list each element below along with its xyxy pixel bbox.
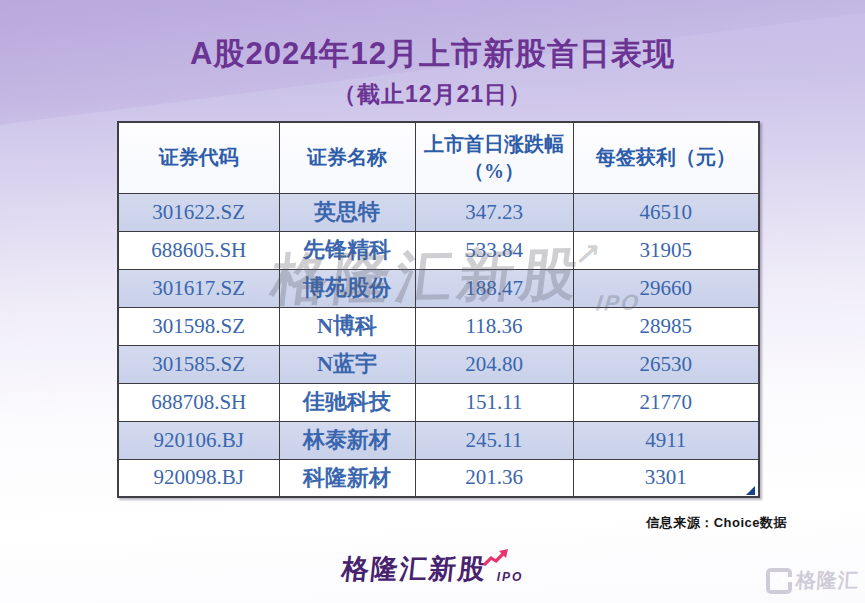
cell-change: 245.11 [415, 421, 573, 459]
cell-name: 博苑股份 [279, 269, 415, 307]
cell-name: 先锋精科 [279, 231, 415, 269]
cell-code: 688605.SH [118, 231, 279, 269]
table-row: 688605.SH 先锋精科 533.84 31905 [118, 231, 759, 269]
page-subtitle: （截止12月21日） [0, 79, 865, 110]
col-header-profit: 每签获利（元） [573, 122, 759, 193]
col-header-code: 证券代码 [118, 122, 279, 193]
cell-profit: 46510 [573, 193, 759, 231]
cell-change: 188.47 [415, 269, 573, 307]
table-row: 920106.BJ 林泰新材 245.11 4911 [118, 421, 759, 459]
cell-comment-marker [746, 486, 755, 495]
cell-change: 204.80 [415, 345, 573, 383]
table-row: 920098.BJ 科隆新材 201.36 3301 [118, 459, 759, 497]
cell-change: 347.23 [415, 193, 573, 231]
col-header-name: 证券名称 [279, 122, 415, 193]
brand-logo-text: 格隆汇新股 [340, 551, 489, 587]
table-header-row: 证券代码 证券名称 上市首日涨跌幅（%） 每签获利（元） [118, 122, 759, 193]
cell-name: 科隆新材 [279, 459, 415, 497]
cell-profit: 29660 [573, 269, 759, 307]
gelonghui-brand-logo: 格隆汇新股 IPO [0, 551, 865, 587]
header: A股2024年12月上市新股首日表现 （截止12月21日） [0, 33, 865, 110]
data-source-note: 信息来源：Choice数据 [646, 514, 787, 532]
ipo-table: 证券代码 证券名称 上市首日涨跌幅（%） 每签获利（元） 301622.SZ 英… [117, 121, 758, 498]
cell-profit: 4911 [573, 421, 759, 459]
table-row: 301622.SZ 英思特 347.23 46510 [118, 193, 759, 231]
cell-code: 920106.BJ [118, 421, 279, 459]
table-row: 301585.SZ N蓝宇 204.80 26530 [118, 345, 759, 383]
ipo-performance-table: 证券代码 证券名称 上市首日涨跌幅（%） 每签获利（元） 301622.SZ 英… [117, 121, 760, 498]
cell-change: 151.11 [415, 383, 573, 421]
cell-code: 301585.SZ [118, 345, 279, 383]
cell-profit: 28985 [573, 307, 759, 345]
col-header-change: 上市首日涨跌幅（%） [415, 122, 573, 193]
cell-change: 533.84 [415, 231, 573, 269]
cell-profit: 21770 [573, 383, 759, 421]
cell-name: N蓝宇 [279, 345, 415, 383]
gelonghui-corner-logo: 格隆汇 [766, 567, 859, 594]
table-row: 301617.SZ 博苑股份 188.47 29660 [118, 269, 759, 307]
cell-profit: 3301 [573, 459, 759, 497]
cell-profit: 31905 [573, 231, 759, 269]
table-row: 301598.SZ N博科 118.36 28985 [118, 307, 759, 345]
cell-name: 英思特 [279, 193, 415, 231]
cell-name: 佳驰科技 [279, 383, 415, 421]
cell-code: 688708.SH [118, 383, 279, 421]
page: { "title": "A股2024年12月上市新股首日表现", "subtit… [0, 0, 865, 603]
cell-name: 林泰新材 [279, 421, 415, 459]
arrow-up-right-icon [483, 549, 509, 567]
g-logo-icon [766, 568, 792, 594]
cell-code: 920098.BJ [118, 459, 279, 497]
cell-change: 118.36 [415, 307, 573, 345]
page-title: A股2024年12月上市新股首日表现 [0, 33, 865, 75]
cell-change: 201.36 [415, 459, 573, 497]
cell-code: 301617.SZ [118, 269, 279, 307]
table-row: 688708.SH 佳驰科技 151.11 21770 [118, 383, 759, 421]
corner-logo-text: 格隆汇 [795, 567, 860, 594]
cell-profit: 26530 [573, 345, 759, 383]
cell-name: N博科 [279, 307, 415, 345]
cell-code: 301598.SZ [118, 307, 279, 345]
brand-logo-ipo-label: IPO [497, 570, 524, 584]
cell-code: 301622.SZ [118, 193, 279, 231]
